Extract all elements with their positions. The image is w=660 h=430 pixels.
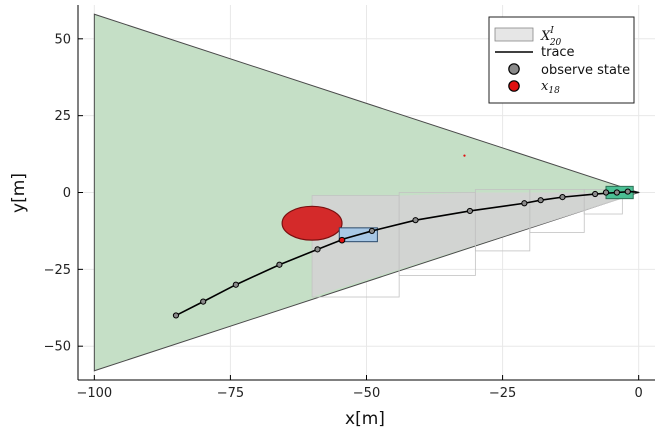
gray-set-region xyxy=(94,192,623,298)
observe-point xyxy=(232,281,239,288)
y-axis-label: y[m] xyxy=(9,173,29,213)
observe-point xyxy=(466,207,474,215)
x-tick-label: 0 xyxy=(635,386,643,401)
y-tick-label: −25 xyxy=(44,263,71,278)
x-tick-label: −75 xyxy=(217,386,244,401)
reachable-cone xyxy=(93,13,641,372)
legend-label-observe: observe state xyxy=(541,63,630,78)
legend-label-current: x18 xyxy=(541,79,560,96)
observe-point xyxy=(368,227,376,235)
y-tick-label: −50 xyxy=(44,340,71,355)
current-state-point xyxy=(338,236,346,244)
observe-point xyxy=(314,246,321,253)
y-tick-label: 0 xyxy=(63,186,71,201)
legend-label-current-sub: 18 xyxy=(548,86,560,96)
plot-area xyxy=(93,13,641,372)
legend: XI 20 trace observe state x18 xyxy=(488,16,635,104)
observe-point xyxy=(592,190,599,198)
legend-swatch-set xyxy=(494,27,534,42)
legend-swatch-current xyxy=(508,80,520,92)
gray-set-block xyxy=(583,189,623,215)
legend-label-set-sub: 20 xyxy=(549,38,562,48)
observe-point xyxy=(276,261,283,268)
observe-point xyxy=(613,189,620,196)
x-ticks: −100 −75 −50 −25 0 xyxy=(76,375,643,401)
y-tick-label: 25 xyxy=(54,109,71,124)
small-red-point xyxy=(463,154,466,157)
observe-point xyxy=(412,217,419,224)
x-tick-label: −100 xyxy=(76,386,112,401)
obstacle-ellipse xyxy=(281,205,343,241)
observe-point xyxy=(200,298,207,305)
y-ticks: −50 −25 0 25 50 xyxy=(44,32,83,355)
observe-point xyxy=(172,312,180,319)
observe-point xyxy=(602,189,610,196)
observe-point xyxy=(624,188,631,195)
observe-point xyxy=(559,194,566,201)
y-tick-label: 50 xyxy=(54,32,71,47)
x-tick-label: −25 xyxy=(489,386,516,401)
observe-point xyxy=(537,197,544,204)
legend-swatch-observe xyxy=(508,63,520,75)
observe-point xyxy=(521,200,528,207)
legend-label-set: XI 20 xyxy=(540,26,562,48)
legend-label-trace: trace xyxy=(541,45,575,60)
legend-label-set-sup: I xyxy=(549,26,554,36)
x-axis-label: x[m] xyxy=(345,409,385,429)
x-tick-label: −50 xyxy=(353,386,380,401)
